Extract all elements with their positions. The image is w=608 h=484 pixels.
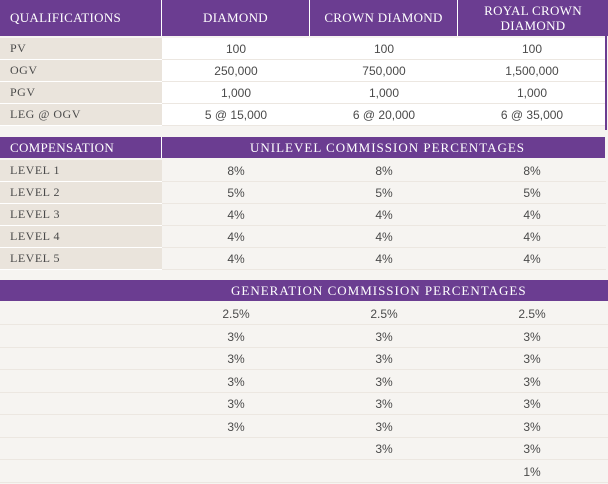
crown-diamond-header: CROWN DIAMOND xyxy=(310,0,458,36)
generation-percentage: 2.5% xyxy=(222,307,250,321)
generation-row xyxy=(0,303,608,325)
royal-crown-diamond-header-label: ROYAL CROWN DIAMOND xyxy=(484,3,582,33)
generation-percentage: 3% xyxy=(523,352,541,366)
qualification-value: 6 @ 20,000 xyxy=(310,104,458,126)
qualification-value: 100 xyxy=(162,38,310,60)
generation-row xyxy=(0,326,608,348)
generation-title: GENERATION COMMISSION PERCENTAGES xyxy=(231,283,527,298)
unilevel-percentage: 4% xyxy=(162,204,310,226)
generation-row xyxy=(0,348,608,370)
generation-percentage: 3% xyxy=(375,374,393,389)
qualification-value: 750,000 xyxy=(310,60,458,82)
table-border xyxy=(605,36,607,130)
unilevel-percentage: 8% xyxy=(458,160,606,182)
unilevel-percentage: 4% xyxy=(162,226,310,248)
diamond-header: DIAMOND xyxy=(162,0,310,36)
generation-row xyxy=(0,393,608,415)
generation-percentage: 2.5% xyxy=(370,307,398,321)
qualification-label: LEG @ OGV xyxy=(0,104,162,126)
unilevel-percentage: 4% xyxy=(458,226,606,248)
generation-percentage: 3% xyxy=(375,419,393,434)
generation-row xyxy=(0,416,608,438)
generation-percentage: 3% xyxy=(523,397,541,411)
unilevel-percentage: 5% xyxy=(162,182,310,204)
unilevel-percentage: 4% xyxy=(310,226,458,248)
generation-percentage: 3% xyxy=(523,374,541,389)
generation-percentage xyxy=(162,438,310,460)
generation-row xyxy=(0,371,608,393)
diamond-header-label: DIAMOND xyxy=(203,10,268,25)
qualification-label: PGV xyxy=(0,82,162,104)
generation-percentage xyxy=(162,461,310,483)
unilevel-percentage: 5% xyxy=(458,182,606,204)
unilevel-percentage: 4% xyxy=(458,204,606,226)
royal-crown-diamond-header: ROYAL CROWN DIAMOND xyxy=(458,0,608,36)
qualification-value: 6 @ 35,000 xyxy=(458,104,606,126)
generation-percentage: 3% xyxy=(227,352,245,366)
generation-percentage: 3% xyxy=(227,397,245,411)
qualification-value: 1,000 xyxy=(458,82,606,104)
crown-diamond-header-label: CROWN DIAMOND xyxy=(324,10,443,25)
qualification-value: 1,500,000 xyxy=(458,60,606,82)
qualification-value: 5 @ 15,000 xyxy=(162,104,310,126)
generation-row xyxy=(0,461,608,483)
generation-percentage: 3% xyxy=(523,329,541,344)
unilevel-percentage: 5% xyxy=(310,182,458,204)
generation-percentage: 3% xyxy=(227,374,245,389)
level-label: LEVEL 4 xyxy=(0,226,162,248)
generation-percentage: 3% xyxy=(523,419,541,434)
unilevel-percentage: 4% xyxy=(162,248,310,270)
generation-header: GENERATION COMMISSION PERCENTAGES xyxy=(0,280,608,301)
qualification-value: 1,000 xyxy=(310,82,458,104)
generation-percentage: 3% xyxy=(227,329,245,344)
compensation-header-label: COMPENSATION xyxy=(10,140,115,155)
unilevel-percentage: 8% xyxy=(310,160,458,182)
unilevel-percentage: 4% xyxy=(310,204,458,226)
generation-percentage: 2.5% xyxy=(518,307,546,321)
qualification-value: 100 xyxy=(458,38,606,60)
qualifications-header: QUALIFICATIONS xyxy=(0,0,162,36)
qualification-value: 250,000 xyxy=(162,60,310,82)
qualifications-header-label: QUALIFICATIONS xyxy=(10,10,122,25)
generation-percentage: 3% xyxy=(523,442,541,456)
generation-percentage: 1% xyxy=(523,464,541,479)
generation-percentage: 3% xyxy=(375,442,393,456)
unilevel-percentage: 8% xyxy=(162,160,310,182)
generation-percentage: 3% xyxy=(375,352,393,366)
unilevel-header: UNILEVEL COMMISSION PERCENTAGES xyxy=(162,137,605,158)
qualification-value: 1,000 xyxy=(162,82,310,104)
unilevel-title: UNILEVEL COMMISSION PERCENTAGES xyxy=(250,140,526,155)
compensation-header: COMPENSATION xyxy=(0,137,162,158)
generation-row xyxy=(0,438,608,460)
generation-percentage xyxy=(310,461,458,483)
generation-percentage: 3% xyxy=(375,397,393,411)
unilevel-percentage: 4% xyxy=(458,248,606,270)
generation-percentage: 3% xyxy=(227,419,245,434)
generation-percentage: 3% xyxy=(375,329,393,344)
unilevel-percentage: 4% xyxy=(310,248,458,270)
level-label: LEVEL 2 xyxy=(0,182,162,204)
qualification-value: 100 xyxy=(310,38,458,60)
qualification-label: OGV xyxy=(0,60,162,82)
level-label: LEVEL 5 xyxy=(0,248,162,270)
level-label: LEVEL 3 xyxy=(0,204,162,226)
level-label: LEVEL 1 xyxy=(0,160,162,182)
qualification-label: PV xyxy=(0,38,162,60)
